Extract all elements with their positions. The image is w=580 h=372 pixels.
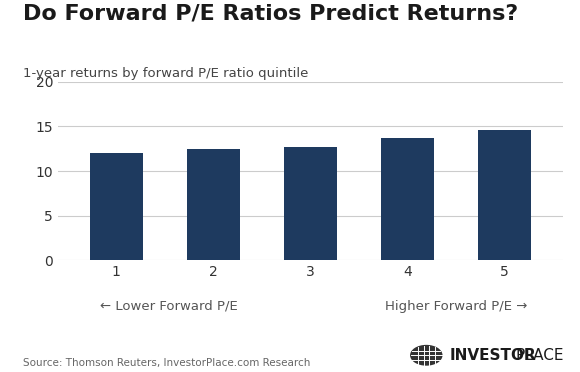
Bar (187, 149, 240, 260)
Text: INVESTOR: INVESTOR (450, 348, 536, 363)
Text: Higher Forward P/E →: Higher Forward P/E → (386, 300, 528, 313)
Bar (89, 153, 143, 260)
Bar (380, 138, 434, 260)
Text: PLACE: PLACE (515, 348, 564, 363)
Text: 1-year returns by forward P/E ratio quintile: 1-year returns by forward P/E ratio quin… (23, 67, 309, 80)
Text: Do Forward P/E Ratios Predict Returns?: Do Forward P/E Ratios Predict Returns? (23, 4, 519, 24)
Text: ← Lower Forward P/E: ← Lower Forward P/E (100, 300, 238, 313)
Bar (478, 130, 531, 260)
Bar (284, 147, 337, 260)
Text: Source: Thomson Reuters, InvestorPlace.com Research: Source: Thomson Reuters, InvestorPlace.c… (23, 358, 310, 368)
